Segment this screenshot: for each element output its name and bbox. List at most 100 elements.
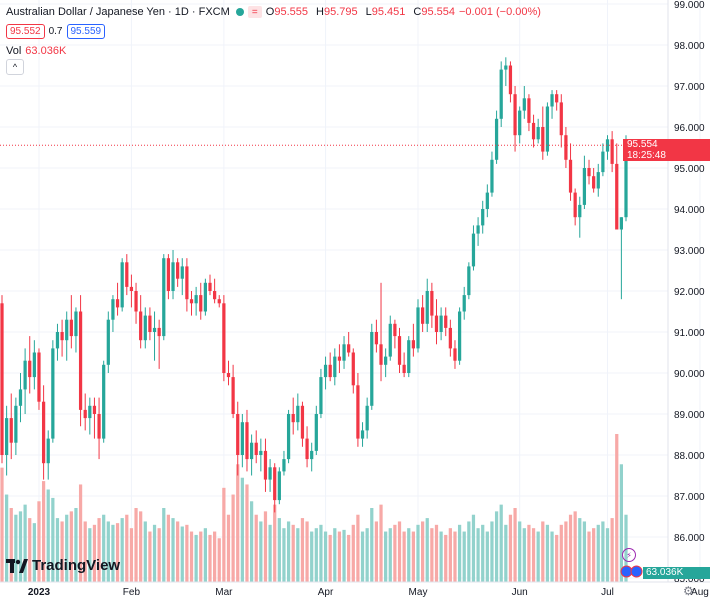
candle-body xyxy=(162,258,166,337)
volume-bar xyxy=(286,521,291,582)
time-tick-label: Mar xyxy=(215,587,233,598)
grid-lines xyxy=(0,0,701,582)
price-tick-label: 99.000 xyxy=(674,0,705,11)
volume-bars xyxy=(0,434,628,582)
volume-bar xyxy=(282,528,286,582)
volume-bar xyxy=(518,521,522,582)
price-tick-label: 98.000 xyxy=(674,41,705,52)
volume-bar xyxy=(125,514,129,582)
buy-price-button[interactable]: 95.559 xyxy=(66,23,106,39)
volume-bar xyxy=(379,504,383,582)
candle-body xyxy=(213,291,217,300)
volume-bar xyxy=(494,511,499,582)
legend-quote-row: 95.552 0.7 95.559 xyxy=(6,22,109,40)
price-tick-label: 88.000 xyxy=(674,451,705,462)
candle-body xyxy=(481,209,485,226)
candle-body xyxy=(194,295,198,304)
time-tick-label: Feb xyxy=(123,587,141,598)
volume-bar xyxy=(444,534,448,582)
candle-body xyxy=(65,319,69,341)
candle-body xyxy=(277,471,281,501)
volume-bar xyxy=(559,524,563,582)
candle-body xyxy=(185,266,189,300)
low-value: 95.451 xyxy=(371,6,406,18)
volume-bar xyxy=(37,501,41,582)
candle-body xyxy=(425,291,429,324)
candle-body xyxy=(370,332,374,406)
last-price-tag: 95.554 18:25:48 xyxy=(623,139,710,161)
candle-body xyxy=(564,135,568,160)
price-tick-label: 86.000 xyxy=(674,533,705,544)
candle-body xyxy=(467,266,471,296)
candle-body xyxy=(365,405,369,431)
candle-body xyxy=(245,422,249,460)
candle-body xyxy=(356,385,360,439)
candle-body xyxy=(88,405,92,419)
volume-bar xyxy=(411,531,415,582)
volume-bar xyxy=(314,528,318,582)
candle-body xyxy=(379,344,383,365)
candle-body xyxy=(499,69,503,119)
candle-body xyxy=(254,442,258,455)
volume-bar xyxy=(430,528,434,582)
candle-body xyxy=(319,377,323,414)
price-tick-label: 96.000 xyxy=(674,123,705,134)
price-axis[interactable]: 99.000 98.000 97.000 96.000 95.000 94.000 93.0… xyxy=(674,0,705,585)
candle-body xyxy=(120,262,124,308)
volume-bar xyxy=(143,521,147,582)
volume-bar xyxy=(374,521,379,582)
volume-bar xyxy=(370,508,374,582)
volume-bar xyxy=(328,534,332,582)
volume-bar xyxy=(28,518,32,582)
volume-bar xyxy=(605,528,610,582)
events-flags-icon[interactable] xyxy=(620,565,644,578)
candle-body xyxy=(550,94,554,107)
candle-body xyxy=(18,389,23,406)
volume-bar xyxy=(88,528,92,582)
candle-body xyxy=(189,299,194,304)
candle-body xyxy=(448,327,452,349)
candle-body xyxy=(397,336,402,365)
symbol-title[interactable]: Australian Dollar / Japanese Yen · 1D · … xyxy=(6,6,230,18)
candle-body xyxy=(347,344,351,353)
volume-bar xyxy=(453,531,457,582)
candle-body xyxy=(46,438,50,464)
time-tick-label: Jul xyxy=(601,587,614,598)
volume-bar xyxy=(83,521,87,582)
tradingview-logo[interactable]: TradingView xyxy=(6,557,120,574)
lightning-icon[interactable]: ⚡ xyxy=(622,548,636,562)
compare-equal-icon[interactable]: = xyxy=(247,6,262,18)
candle-body xyxy=(291,414,295,423)
sell-price-button[interactable]: 95.552 xyxy=(6,23,45,39)
volume-bar xyxy=(226,514,231,582)
time-axis[interactable]: 2023 Feb Mar Apr May Jun Jul Aug xyxy=(28,587,709,598)
candle-body xyxy=(28,360,32,378)
candle-body xyxy=(259,450,263,455)
volume-bar xyxy=(568,514,573,582)
candle-body xyxy=(222,303,226,373)
volume-bar xyxy=(152,524,157,582)
candle-body xyxy=(601,151,605,173)
candle-body xyxy=(402,364,406,373)
gear-icon[interactable]: ⚙ xyxy=(683,584,694,598)
volume-bar xyxy=(189,531,194,582)
collapse-legend-button[interactable]: ^ xyxy=(6,59,24,75)
candle-body xyxy=(351,352,355,386)
volume-bar xyxy=(619,464,623,582)
price-tick-label: 92.000 xyxy=(674,287,705,298)
volume-value: 63.036K xyxy=(25,45,67,57)
candle-body xyxy=(471,233,476,267)
candle-body xyxy=(328,364,332,378)
candle-body xyxy=(23,360,27,390)
time-tick-label: May xyxy=(409,587,428,598)
volume-bar xyxy=(65,514,69,582)
volume-bar xyxy=(522,528,526,582)
volume-bar xyxy=(333,528,337,582)
candle-body xyxy=(513,94,517,136)
volume-bar xyxy=(291,524,295,582)
candle-body xyxy=(605,139,610,152)
candle-body xyxy=(231,377,235,414)
volume-bar xyxy=(596,524,600,582)
volume-bar xyxy=(41,481,46,582)
